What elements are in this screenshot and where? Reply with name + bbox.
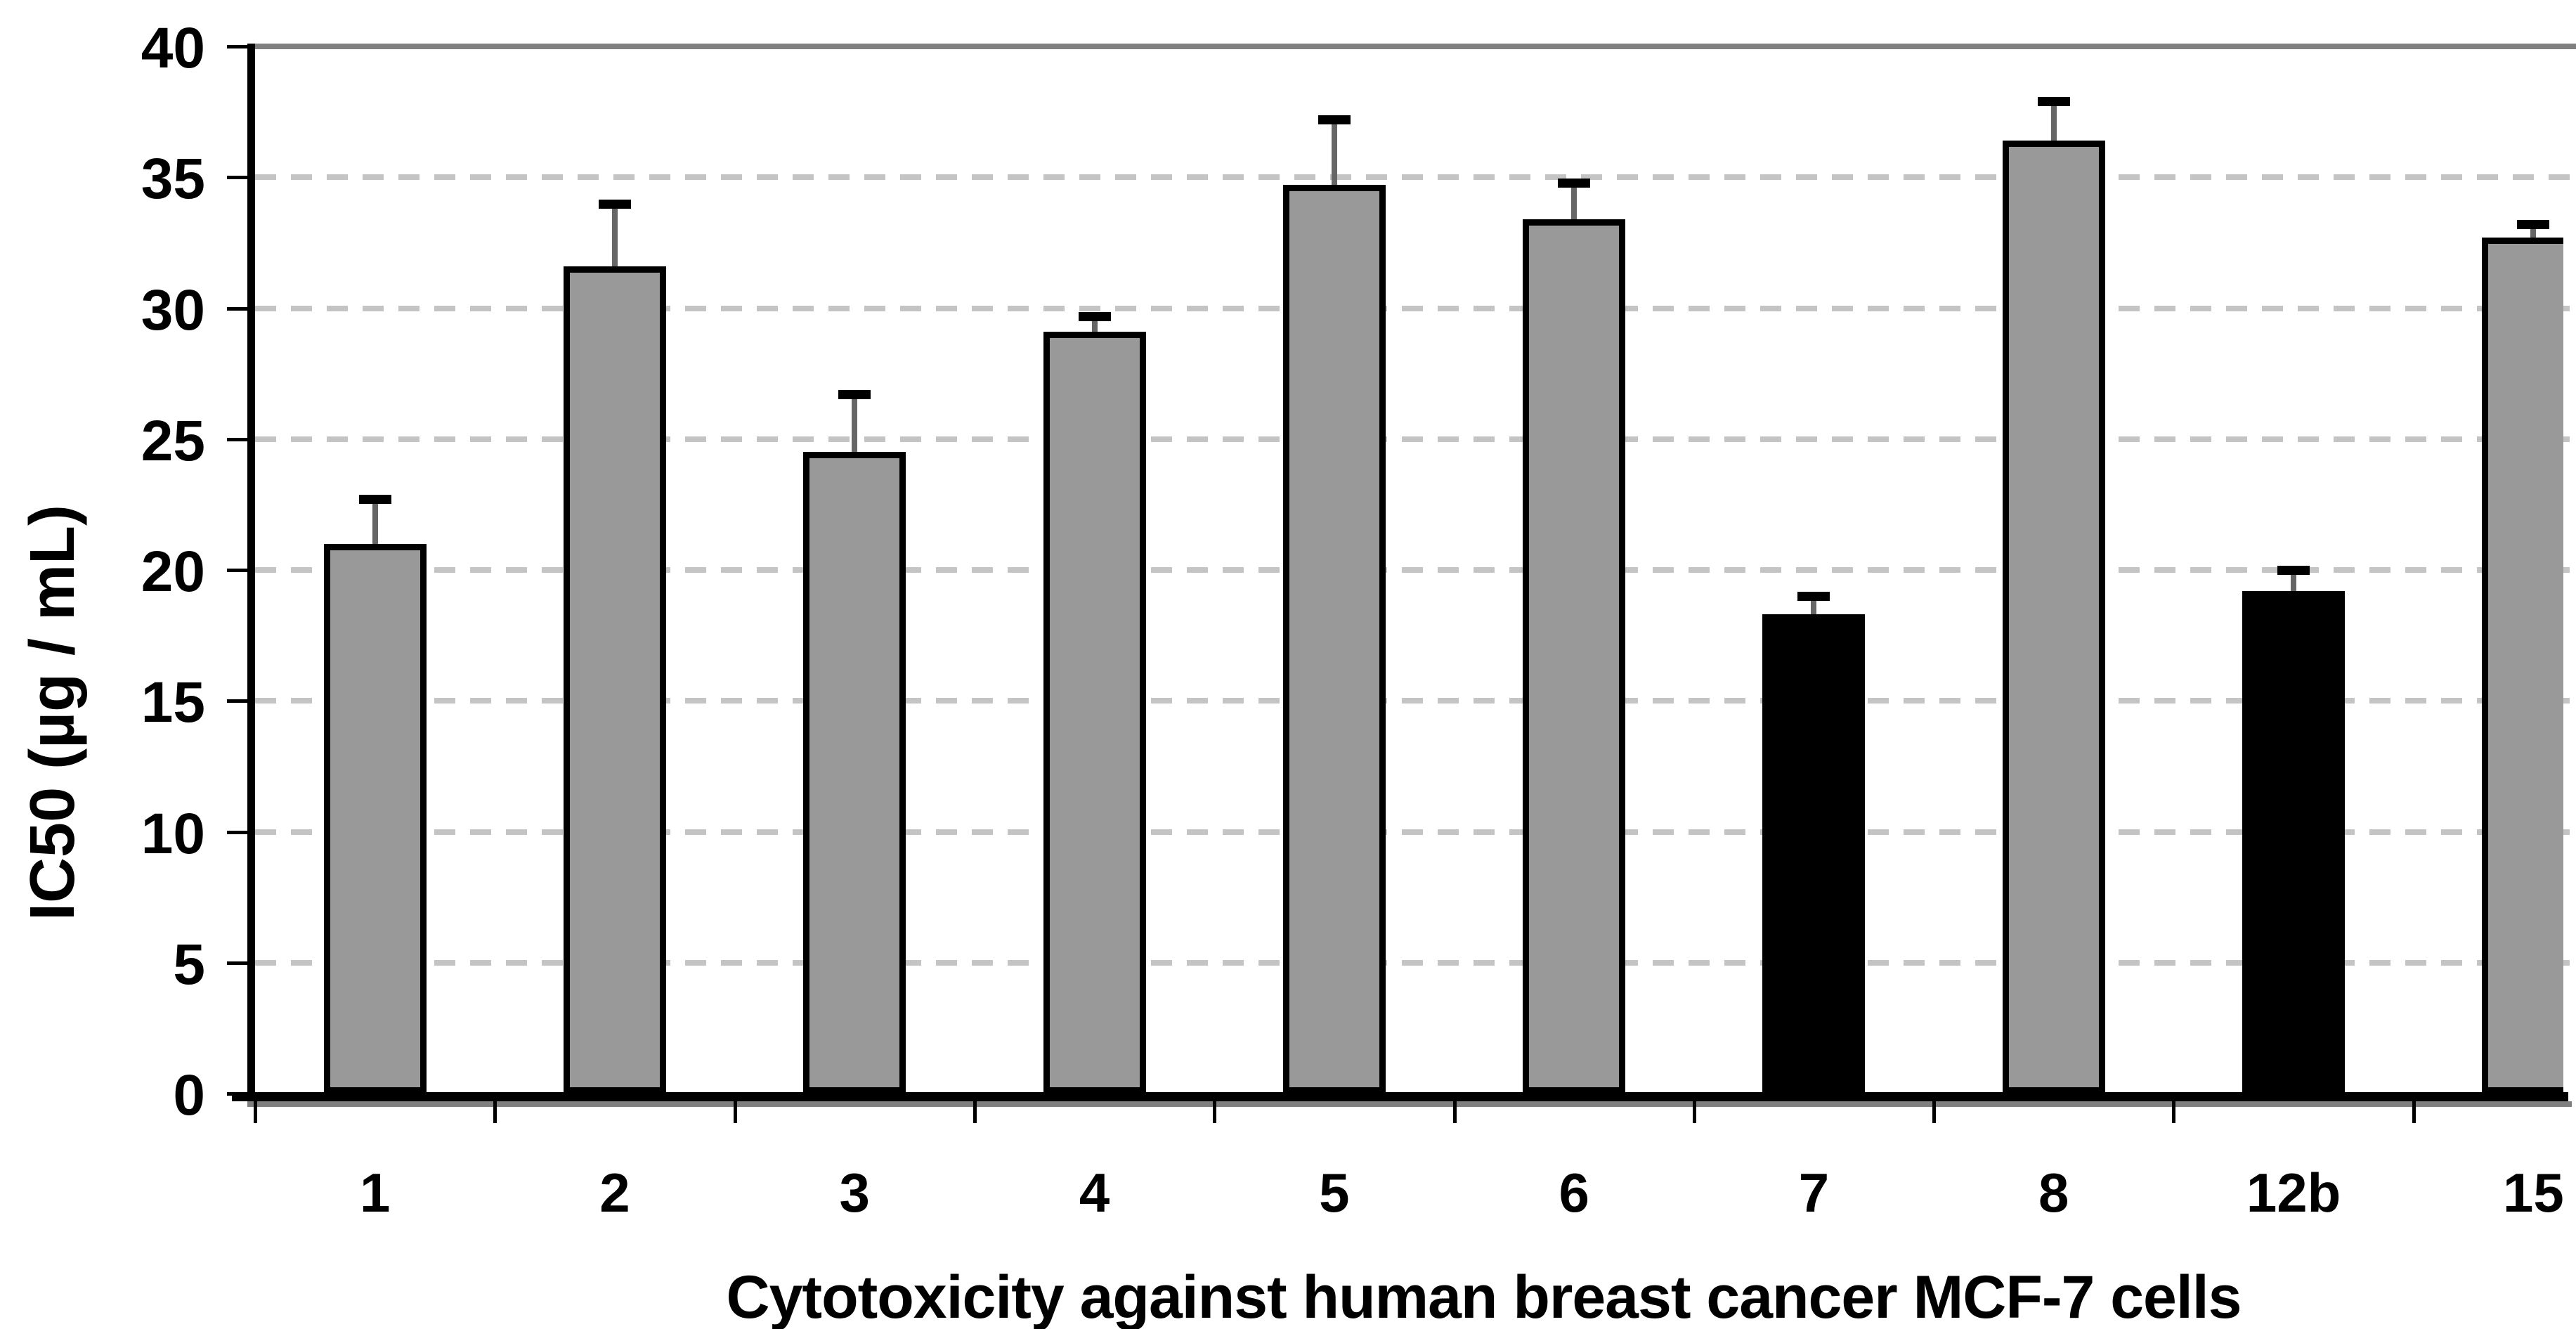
x-tick-1 xyxy=(493,1101,497,1123)
bar-7 xyxy=(1762,614,1866,1094)
x-category-label-1: 1 xyxy=(359,1162,391,1224)
x-tick-9 xyxy=(2412,1101,2416,1123)
bar-2 xyxy=(563,266,666,1094)
y-tick-label-35: 35 xyxy=(141,147,205,212)
x-axis-shadow-line xyxy=(247,1101,2572,1107)
error-cap-5 xyxy=(1318,115,1351,125)
y-tick-40 xyxy=(227,45,248,48)
y-tick-label-25: 25 xyxy=(141,408,205,473)
error-cap-12b xyxy=(2277,566,2310,575)
bar-4 xyxy=(1043,332,1146,1094)
y-tick-label-10: 10 xyxy=(141,801,205,866)
error-whisker-5 xyxy=(1331,119,1337,186)
error-whisker-7 xyxy=(1811,596,1817,615)
x-category-label-15: 15 xyxy=(2502,1162,2564,1224)
y-tick-20 xyxy=(227,569,248,572)
gridline-y-5 xyxy=(255,959,2576,966)
x-tick-8 xyxy=(2172,1101,2176,1123)
bar-15 xyxy=(2482,237,2563,1094)
y-tick-10 xyxy=(227,830,248,834)
y-tick-5 xyxy=(227,961,248,965)
error-cap-7 xyxy=(1797,592,1830,602)
gridline-y-35 xyxy=(255,174,2576,181)
error-whisker-12b xyxy=(2291,570,2297,591)
x-tick-7 xyxy=(1932,1101,1937,1123)
error-cap-4 xyxy=(1078,311,1111,321)
x-category-label-8: 8 xyxy=(2038,1162,2069,1224)
error-whisker-15 xyxy=(2530,224,2537,238)
y-tick-30 xyxy=(227,306,248,311)
error-cap-3 xyxy=(838,390,871,400)
x-tick-6 xyxy=(1692,1101,1696,1123)
error-whisker-1 xyxy=(372,499,378,544)
x-tick-5 xyxy=(1452,1101,1457,1123)
y-tick-0 xyxy=(227,1092,248,1096)
gridline-y-20 xyxy=(255,567,2576,573)
y-tick-label-30: 30 xyxy=(141,278,205,342)
top-border-line xyxy=(255,44,2576,49)
x-tick-0 xyxy=(254,1101,257,1123)
x-category-label-3: 3 xyxy=(839,1162,870,1224)
bar-1 xyxy=(323,543,427,1094)
error-cap-1 xyxy=(358,495,391,505)
x-category-label-2: 2 xyxy=(599,1162,630,1224)
x-axis-chart-title: Cytotoxicity against human breast cancer… xyxy=(726,1264,2242,1329)
error-cap-6 xyxy=(1558,178,1591,188)
error-whisker-3 xyxy=(852,394,858,453)
bars-area xyxy=(255,0,2563,1094)
x-tick-4 xyxy=(1213,1101,1217,1123)
bar-5 xyxy=(1282,185,1386,1094)
bar-3 xyxy=(803,452,906,1094)
gridline-y-15 xyxy=(255,698,2576,704)
x-tick-3 xyxy=(972,1101,977,1123)
error-whisker-6 xyxy=(1571,182,1578,219)
x-axis-line xyxy=(232,1092,2568,1101)
gridline-y-30 xyxy=(255,305,2576,311)
bar-12b xyxy=(2242,590,2346,1094)
error-cap-2 xyxy=(598,199,631,209)
x-category-label-5: 5 xyxy=(1319,1162,1350,1224)
x-tick-2 xyxy=(733,1101,737,1123)
x-category-label-6: 6 xyxy=(1559,1162,1589,1224)
gridline-y-25 xyxy=(255,436,2576,442)
x-category-label-7: 7 xyxy=(1798,1162,1830,1224)
y-tick-label-0: 0 xyxy=(173,1063,205,1127)
error-cap-8 xyxy=(2037,97,2070,107)
y-tick-25 xyxy=(227,437,248,441)
error-whisker-4 xyxy=(1091,316,1098,332)
y-tick-label-5: 5 xyxy=(173,932,205,997)
error-whisker-2 xyxy=(611,203,618,266)
bar-8 xyxy=(2002,141,2105,1094)
y-tick-35 xyxy=(227,176,248,180)
x-category-label-12b: 12b xyxy=(2246,1162,2341,1224)
bar-6 xyxy=(1523,219,1626,1094)
error-cap-15 xyxy=(2517,220,2550,230)
y-axis-line xyxy=(247,44,255,1103)
error-whisker-8 xyxy=(2050,101,2057,141)
y-tick-label-40: 40 xyxy=(141,16,205,80)
gridline-y-10 xyxy=(255,829,2576,835)
y-tick-label-15: 15 xyxy=(141,670,205,735)
x-category-label-4: 4 xyxy=(1079,1162,1110,1224)
y-tick-15 xyxy=(227,699,248,704)
y-tick-label-20: 20 xyxy=(141,540,205,604)
